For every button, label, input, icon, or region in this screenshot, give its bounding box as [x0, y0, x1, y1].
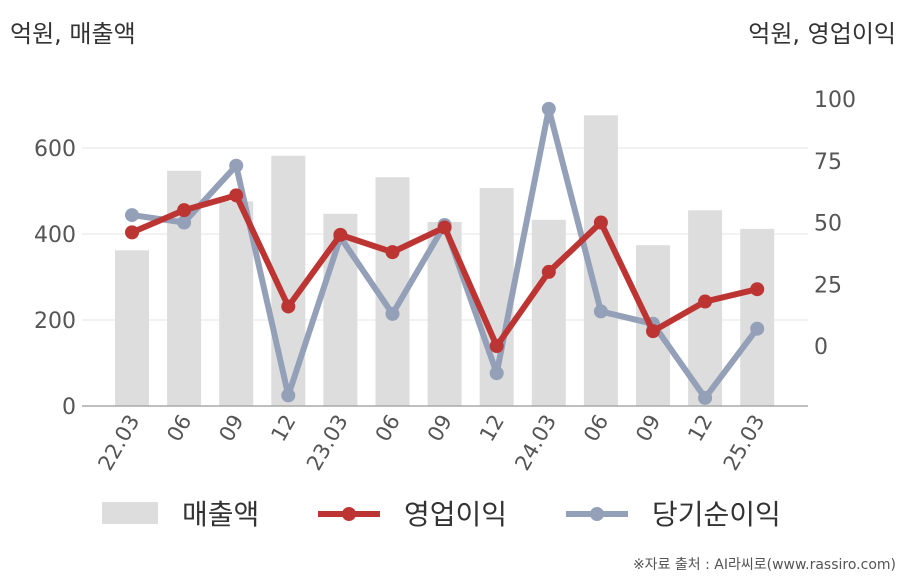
- x-tick-label: 09: [631, 411, 665, 446]
- point-영업이익: [489, 339, 504, 353]
- point-영업이익: [229, 188, 244, 203]
- x-tick-label: 06: [162, 411, 196, 446]
- point-당기순이익: [177, 215, 192, 230]
- x-tick-label: 12: [475, 411, 509, 446]
- x-tick-label: 09: [423, 411, 457, 446]
- x-tick-label: 06: [579, 411, 613, 446]
- y-left-tick-label: 200: [34, 309, 76, 334]
- right-axis-unit-label: 억원, 영업이익: [748, 20, 896, 48]
- y-right-tick-label: 50: [814, 212, 842, 237]
- x-tick-label: 12: [683, 411, 717, 446]
- y-left-tick-label: 400: [34, 223, 76, 248]
- point-영업이익: [750, 282, 765, 297]
- bar-매출액: [115, 250, 149, 406]
- point-영업이익: [125, 225, 139, 240]
- point-영업이익: [541, 264, 556, 279]
- point-당기순이익: [698, 390, 713, 405]
- point-영업이익: [333, 227, 348, 242]
- source-note: ※자료 출처 : AI라씨로(www.rassiro.com): [632, 557, 896, 573]
- point-영업이익: [698, 294, 713, 309]
- legend-label-매출액: 매출액: [182, 498, 259, 531]
- point-당기순이익: [125, 208, 139, 223]
- x-tick-label: 23.03: [302, 411, 353, 475]
- point-당기순이익: [489, 366, 504, 381]
- point-당기순이익: [281, 388, 296, 403]
- point-영업이익: [177, 203, 192, 218]
- point-당기순이익: [229, 158, 244, 173]
- x-tick-label: 25.03: [719, 411, 770, 475]
- x-tick-label: 24.03: [510, 411, 561, 475]
- y-left-tick-label: 0: [62, 395, 76, 420]
- y-right-tick-label: 100: [814, 88, 856, 113]
- point-영업이익: [593, 215, 608, 230]
- x-tick-label: 22.03: [93, 411, 144, 475]
- point-당기순이익: [750, 321, 765, 336]
- y-left-tick-label: 600: [34, 137, 76, 162]
- y-right-tick-label: 75: [814, 150, 842, 175]
- point-영업이익: [385, 245, 400, 260]
- point-당기순이익: [385, 306, 400, 321]
- bar-매출액: [531, 219, 566, 406]
- legend-swatch-매출액: [102, 502, 158, 524]
- legend-marker-영업이익: [342, 507, 356, 521]
- x-tick-label: 09: [214, 411, 248, 446]
- point-당기순이익: [593, 304, 608, 319]
- legend-marker-당기순이익: [590, 507, 604, 521]
- y-right-tick-label: 0: [814, 335, 828, 360]
- point-영업이익: [437, 220, 452, 235]
- legend-label-영업이익: 영업이익: [404, 498, 507, 531]
- bar-매출액: [740, 228, 775, 406]
- y-right-tick-label: 25: [814, 273, 842, 298]
- left-axis-unit-label: 억원, 매출액: [10, 20, 136, 48]
- point-당기순이익: [541, 101, 556, 116]
- legend-label-당기순이익: 당기순이익: [652, 498, 781, 531]
- bar-매출액: [219, 201, 254, 406]
- point-영업이익: [281, 299, 296, 314]
- x-tick-label: 12: [266, 411, 300, 446]
- point-영업이익: [646, 324, 660, 339]
- x-tick-label: 06: [371, 411, 405, 446]
